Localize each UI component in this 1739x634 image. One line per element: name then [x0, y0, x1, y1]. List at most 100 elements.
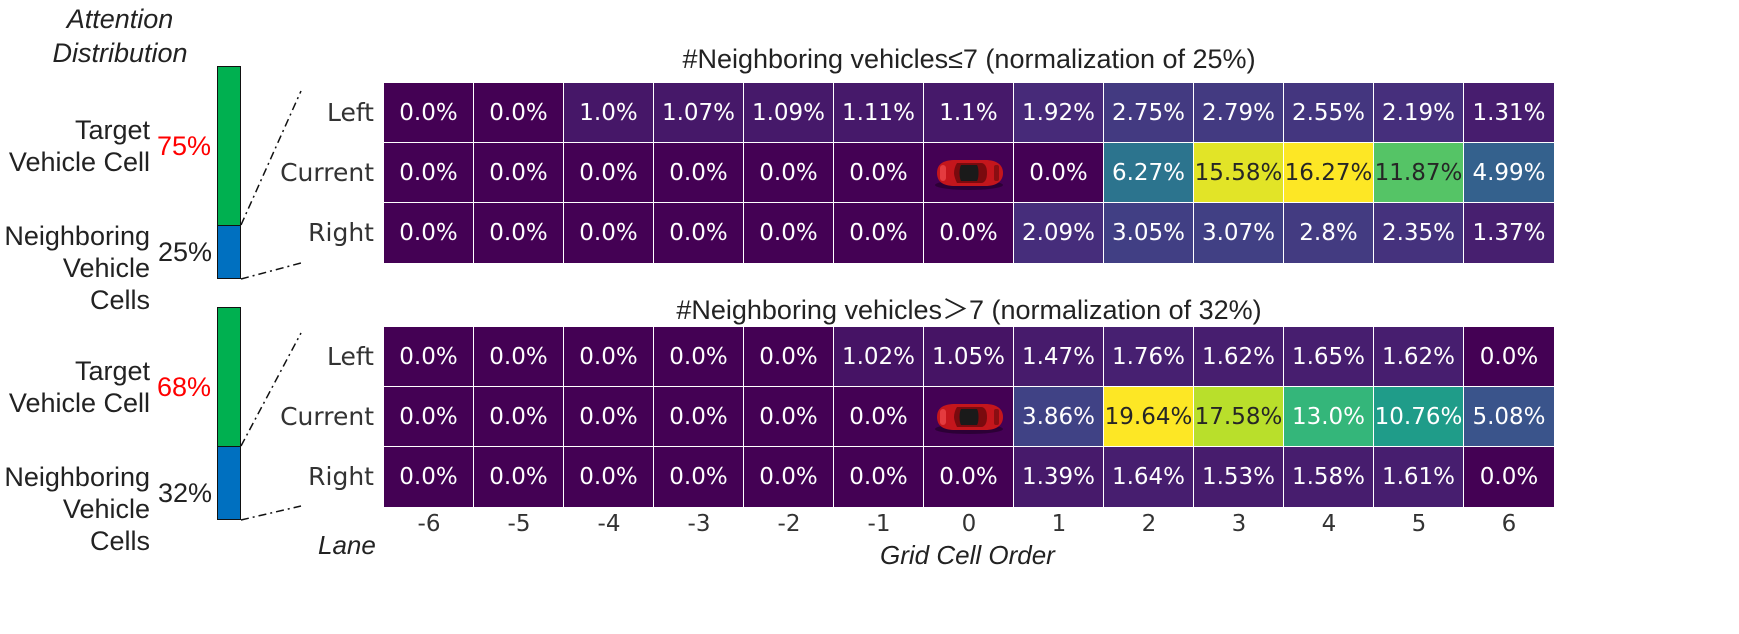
heatmap-cell: 13.0%	[1284, 387, 1374, 447]
cell-value: 1.0%	[579, 99, 638, 126]
cell-value: 2.8%	[1299, 220, 1358, 246]
heatmap-cell: 0.0%	[564, 143, 654, 203]
cell-value: 0.0%	[669, 403, 728, 430]
neighbor-label-1-line-2: Vehicle Cells	[62, 253, 150, 315]
connector-line-2a	[240, 332, 302, 447]
neighbor-label-2-line-1: Neighboring	[4, 462, 150, 492]
neighbor-label-2: Neighboring Vehicle Cells	[0, 461, 150, 557]
cell-value: 1.07%	[661, 99, 736, 126]
heatmap-cell: 0.0%	[1464, 447, 1554, 507]
cell-value: 0.0%	[489, 464, 548, 490]
cell-value: 1.62%	[1381, 343, 1456, 370]
heatmap-cell: 0.0%	[744, 143, 834, 203]
side-title-line-2: Distribution	[52, 38, 188, 68]
target-label-2: Target Vehicle Cell	[0, 355, 150, 419]
neighbor-bar-1	[217, 225, 241, 279]
heatmap-cell: 1.07%	[654, 83, 744, 143]
cell-value: 1.11%	[841, 99, 916, 126]
cell-value: 0.0%	[1029, 159, 1088, 186]
cell-value: 2.35%	[1381, 220, 1456, 246]
x-tick-label: 0	[961, 511, 977, 537]
x-tick-label: 6	[1501, 511, 1517, 537]
row-label-right: Right	[308, 218, 374, 247]
cell-value: 0.0%	[669, 159, 728, 186]
target-label-1: Target Vehicle Cell	[0, 114, 150, 178]
x-tick-label: 3	[1231, 511, 1247, 537]
connector-line-2b	[240, 505, 302, 521]
cell-value: 0.0%	[399, 403, 458, 430]
row-label-left: Left	[326, 98, 374, 127]
cell-value: 4.99%	[1472, 159, 1546, 186]
target-label-2-line-1: Target	[74, 356, 150, 386]
cell-value: 1.47%	[1021, 343, 1096, 370]
heatmap-cell: 0.0%	[924, 447, 1014, 507]
target-pct-2: 68%	[157, 372, 212, 402]
row-label-left: Left	[326, 342, 374, 371]
heatmap-cell: 0.0%	[564, 327, 654, 387]
cell-value: 0.0%	[399, 99, 458, 126]
cell-value: 2.79%	[1201, 99, 1276, 126]
cell-value: 6.27%	[1111, 159, 1186, 186]
cell-value: 0.0%	[579, 220, 638, 246]
heatmap-cell: 1.09%	[744, 83, 834, 143]
heatmap-cell: 1.61%	[1374, 447, 1464, 507]
cell-value: 1.58%	[1291, 464, 1366, 490]
cell-value: 0.0%	[489, 220, 548, 246]
heatmap-cell: 2.79%	[1194, 83, 1284, 143]
cell-value: 1.61%	[1381, 464, 1456, 490]
cell-value: 15.58%	[1194, 159, 1283, 186]
heatmap-cell: 0.0%	[384, 203, 474, 263]
neighbor-label-2-line-2: Vehicle Cells	[62, 494, 150, 556]
heatmap-cell: 2.55%	[1284, 83, 1374, 143]
heatmap-cell: 0.0%	[384, 387, 474, 447]
heatmap-cell: 0.0%	[1464, 327, 1554, 387]
heatmap-cell: 2.19%	[1374, 83, 1464, 143]
row-label-current: Current	[280, 158, 374, 187]
heatmap-cell: 0.0%	[924, 203, 1014, 263]
x-tick-label: 4	[1321, 511, 1337, 537]
heatmap-cell: 6.27%	[1104, 143, 1194, 203]
cell-value: 2.55%	[1291, 99, 1366, 126]
cell-value: 0.0%	[849, 403, 908, 430]
heatmap-cell: 17.58%	[1194, 387, 1284, 447]
heatmap-cell: 0.0%	[474, 203, 564, 263]
cell-value: 1.1%	[939, 99, 998, 126]
target-label-1-line-1: Target	[74, 115, 150, 145]
x-tick-label: -4	[597, 511, 621, 537]
side-title-line-1: Attention	[66, 4, 174, 34]
cell-value: 1.02%	[841, 343, 916, 370]
red-car-icon	[931, 155, 1007, 191]
cell-value: 0.0%	[939, 464, 998, 490]
cell-value: 1.64%	[1111, 464, 1186, 490]
cell-value: 1.65%	[1291, 343, 1366, 370]
heatmap-cell: 1.11%	[834, 83, 924, 143]
heatmap-cell: 0.0%	[654, 143, 744, 203]
heatmap-cell: 0.0%	[474, 387, 564, 447]
connector-lines	[240, 90, 302, 521]
cell-value: 0.0%	[939, 220, 998, 246]
heatmap-cell: 0.0%	[564, 447, 654, 507]
x-tick-label: -3	[687, 511, 711, 537]
cell-value: 3.86%	[1021, 403, 1096, 430]
connector-line-1a	[240, 90, 302, 226]
cell-value: 0.0%	[579, 159, 638, 186]
cell-value: 0.0%	[399, 343, 458, 370]
heatmap-cell: 0.0%	[744, 447, 834, 507]
heatmap-cell: 11.87%	[1374, 143, 1464, 203]
cell-value: 13.0%	[1291, 403, 1366, 430]
cell-value: 1.39%	[1021, 464, 1096, 490]
heatmap-cell: 1.39%	[1014, 447, 1104, 507]
cell-value: 0.0%	[669, 220, 728, 246]
cell-value: 16.27%	[1284, 159, 1373, 186]
heatmap-cell: 0.0%	[384, 447, 474, 507]
cell-value: 2.75%	[1111, 99, 1186, 126]
heatmap-cell: 1.02%	[834, 327, 924, 387]
target-label-1-line-2: Vehicle Cell	[8, 147, 150, 177]
heatmap-cell: 1.31%	[1464, 83, 1554, 143]
heatmap-cell: 1.0%	[564, 83, 654, 143]
row-label-current: Current	[280, 402, 374, 431]
heatmap-cell: 0.0%	[564, 203, 654, 263]
neighbor-pct-2: 32%	[158, 478, 213, 508]
red-car-icon	[931, 399, 1007, 435]
